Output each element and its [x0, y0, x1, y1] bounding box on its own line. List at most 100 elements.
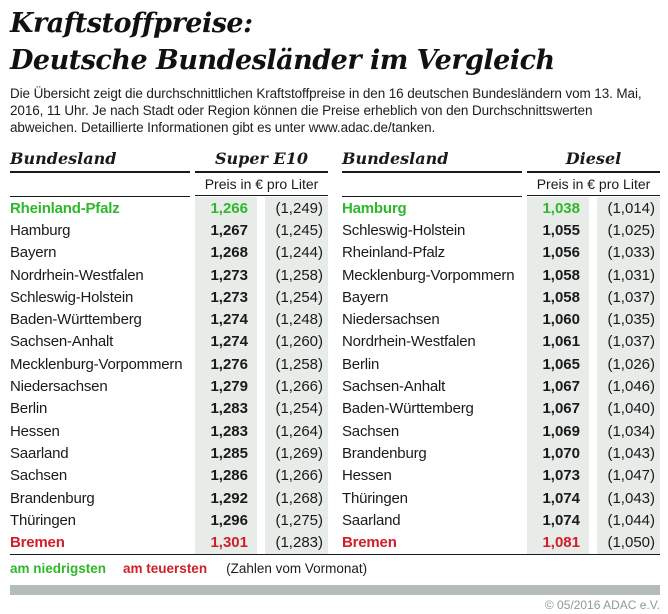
current-price: 1,067	[527, 375, 589, 398]
current-price: 1,273	[195, 263, 257, 287]
header-spacer	[342, 173, 522, 197]
current-price: 1,276	[195, 353, 257, 376]
state-name: Berlin	[10, 400, 48, 418]
column-gap	[589, 353, 597, 375]
table-row: Rheinland-Pfalz 1,056 (1,033)	[342, 241, 660, 264]
table-row: Sachsen 1,286 (1,266)	[10, 464, 328, 487]
column-gap	[257, 398, 265, 420]
column-gap	[257, 242, 265, 264]
table-row: Hamburg 1,267 (1,245)	[10, 219, 328, 242]
state-name: Rheinland-Pfalz	[342, 244, 445, 262]
current-price: 1,055	[527, 219, 589, 242]
table-row: Schleswig-Holstein 1,055 (1,025)	[342, 219, 660, 242]
table-row: Sachsen-Anhalt 1,274 (1,260)	[10, 330, 328, 354]
current-price: 1,073	[527, 464, 589, 487]
current-price: 1,283	[195, 397, 257, 420]
table-bottom-rule	[10, 553, 660, 555]
current-price: 1,074	[527, 486, 589, 510]
column-gap	[589, 531, 597, 553]
column-gap	[257, 219, 265, 241]
table-row: Sachsen 1,069 (1,034)	[342, 419, 660, 443]
state-name: Schleswig-Holstein	[342, 221, 466, 239]
previous-month-price: (1,044)	[597, 509, 660, 532]
current-price: 1,081	[527, 531, 589, 554]
previous-month-price: (1,043)	[597, 442, 660, 465]
previous-month-price: (1,040)	[597, 397, 660, 420]
previous-month-price: (1,268)	[265, 486, 328, 510]
copyright-notice: © 05/2016 ADAC e.V.	[544, 597, 660, 612]
table-row: Baden-Württemberg 1,067 (1,040)	[342, 397, 660, 420]
column-gap	[589, 487, 597, 509]
column-gap	[257, 308, 265, 330]
title-line-1: Kraftstoffpreise:	[10, 8, 253, 39]
table-row: Mecklenburg-Vorpommern 1,276 (1,258)	[10, 353, 328, 376]
previous-month-price: (1,260)	[265, 330, 328, 354]
table-header: Bundesland Super E10 Preis in € pro Lite…	[10, 147, 328, 197]
table-row: Schleswig-Holstein 1,273 (1,254)	[10, 286, 328, 309]
current-price: 1,273	[195, 286, 257, 309]
table-row: Bayern 1,268 (1,244)	[10, 241, 328, 264]
state-name: Niedersachsen	[10, 378, 108, 396]
table-row: Brandenburg 1,070 (1,043)	[342, 442, 660, 465]
previous-month-price: (1,031)	[597, 263, 660, 287]
price-tables: Bundesland Super E10 Preis in € pro Lite…	[10, 147, 660, 554]
table-row: Brandenburg 1,292 (1,268)	[10, 486, 328, 510]
table-super-e10: Bundesland Super E10 Preis in € pro Lite…	[10, 147, 328, 554]
current-price: 1,056	[527, 241, 589, 264]
column-gap	[589, 465, 597, 487]
previous-month-price: (1,275)	[265, 509, 328, 532]
previous-month-price: (1,269)	[265, 442, 328, 465]
table-row: Hessen 1,283 (1,264)	[10, 419, 328, 443]
state-name: Hamburg	[10, 221, 71, 239]
current-price: 1,058	[527, 286, 589, 309]
table-row: Hamburg 1,038 (1,014)	[342, 197, 660, 220]
table-row: Thüringen 1,074 (1,043)	[342, 486, 660, 510]
header-spacer	[10, 173, 190, 197]
table-body: Rheinland-Pfalz 1,266 (1,249) Hamburg 1,267 (…	[10, 197, 328, 554]
previous-month-price: (1,266)	[265, 375, 328, 398]
legend: am niedrigsten am teuersten (Zahlen vom …	[10, 561, 660, 578]
current-price: 1,060	[527, 308, 589, 331]
state-name: Sachsen	[342, 422, 399, 440]
previous-month-price: (1,254)	[265, 397, 328, 420]
current-price: 1,069	[527, 419, 589, 443]
state-name: Mecklenburg-Vorpommern	[10, 355, 183, 373]
previous-month-price: (1,034)	[597, 419, 660, 443]
column-gap	[589, 442, 597, 464]
current-price: 1,285	[195, 442, 257, 465]
current-price: 1,292	[195, 486, 257, 510]
current-price: 1,286	[195, 464, 257, 487]
state-name: Saarland	[10, 444, 69, 462]
table-row: Saarland 1,285 (1,269)	[10, 442, 328, 465]
legend-previous-month-note: (Zahlen vom Vormonat)	[226, 560, 368, 576]
previous-month-price: (1,258)	[265, 263, 328, 287]
column-header-bundesland: Bundesland	[342, 147, 522, 173]
state-name: Brandenburg	[342, 444, 427, 462]
table-row: Berlin 1,283 (1,254)	[10, 397, 328, 420]
table-row: Berlin 1,065 (1,026)	[342, 353, 660, 376]
current-price: 1,038	[527, 197, 589, 220]
column-gap	[589, 509, 597, 531]
previous-month-price: (1,047)	[597, 464, 660, 487]
legend-lowest-label: am niedrigsten	[10, 560, 107, 576]
column-gap	[589, 197, 597, 219]
current-price: 1,274	[195, 308, 257, 331]
previous-month-price: (1,037)	[597, 286, 660, 309]
column-gap	[257, 197, 265, 219]
column-header-bundesland: Bundesland	[10, 147, 190, 173]
previous-month-price: (1,033)	[597, 241, 660, 264]
current-price: 1,266	[195, 197, 257, 220]
current-price: 1,065	[527, 353, 589, 376]
state-name: Hessen	[342, 467, 392, 485]
previous-month-price: (1,258)	[265, 353, 328, 376]
current-price: 1,279	[195, 375, 257, 398]
current-price: 1,267	[195, 219, 257, 242]
state-name: Niedersachsen	[342, 311, 440, 329]
column-gap	[257, 375, 265, 397]
column-gap	[589, 242, 597, 264]
column-gap	[257, 353, 265, 375]
current-price: 1,070	[527, 442, 589, 465]
state-name: Saarland	[342, 511, 401, 529]
column-gap	[589, 398, 597, 420]
column-gap	[257, 509, 265, 531]
